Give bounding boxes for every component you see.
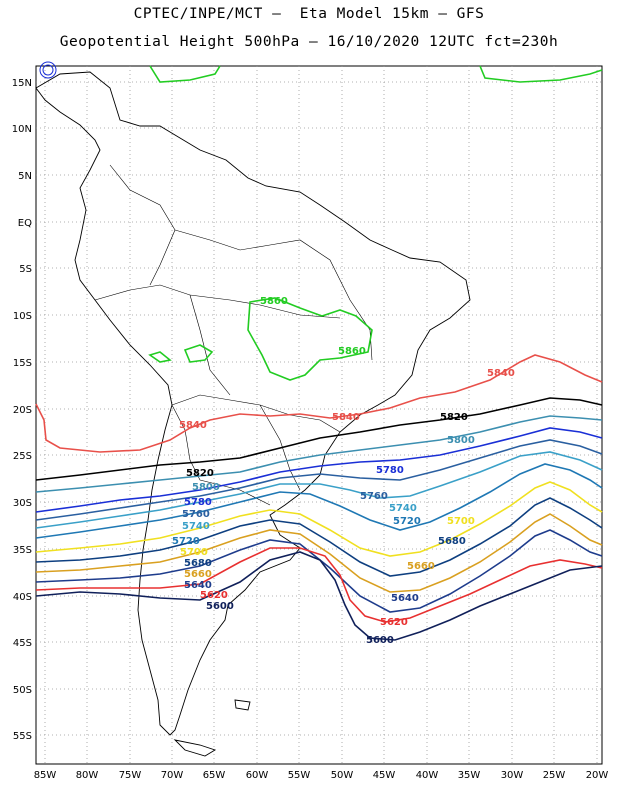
contour-label-5660: 5660 [184,569,212,580]
contour-label-5780: 5780 [184,497,212,508]
contour-label-5640: 5640 [184,580,212,591]
contour-label-5820: 5820 [186,468,214,479]
contour-5600-a [35,551,603,641]
contour-label-5680: 5680 [438,536,466,547]
contour-5860-c [149,65,221,83]
contour-label-5840: 5840 [179,420,207,431]
contour-5840-a [35,354,603,453]
lat-label: 15N [12,78,32,89]
contour-label-5780: 5780 [376,465,404,476]
contour-label-5600: 5600 [206,601,234,612]
contour-label-5760: 5760 [360,491,388,502]
lat-label: 25S [13,451,32,462]
contour-5860-e [148,351,172,363]
lon-label: 30W [501,770,524,781]
contour-label-5840: 5840 [332,412,360,423]
lon-label: 25W [543,770,566,781]
lat-label: 40S [13,592,32,603]
contour-5700-a [35,481,603,557]
contour-5780-a [35,427,603,513]
contour-label-5700: 5700 [447,516,475,527]
contour-5680-a [35,497,603,577]
contour-5860-a [247,297,373,381]
lon-label: 65W [203,770,226,781]
contour-label-5800: 5800 [447,435,475,446]
contour-5760-a [35,439,603,521]
contour-5620-a [35,547,603,623]
lat-label: 15S [13,358,32,369]
lon-label: 50W [331,770,354,781]
vortex-contours [39,61,57,79]
lat-label: 55S [13,731,32,742]
lat-label: EQ [18,218,32,229]
contour-label-5640: 5640 [391,593,419,604]
contour-label-5760: 5760 [182,509,210,520]
contour-label-5720: 5720 [393,516,421,527]
contour-label-5700: 5700 [180,547,208,558]
contour-label-5620: 5620 [380,617,408,628]
contour-5660-a [35,513,603,593]
lat-label: 30S [13,498,32,509]
lat-label: 50S [13,685,32,696]
contour-label-5800: 5800 [192,482,220,493]
contour-lines [35,65,603,641]
lon-label: 75W [119,770,142,781]
contour-5740-a [35,451,603,529]
lat-label: 10N [12,124,32,135]
coastline [35,71,471,757]
lon-label: 70W [161,770,184,781]
contour-label-5740: 5740 [182,521,210,532]
contour-5860-d [479,65,603,83]
contour-label-5860: 5860 [260,296,288,307]
contour-5860-b [183,344,214,363]
lat-label: 10S [13,311,32,322]
contour-5820-a [35,397,603,481]
lon-label: 35W [458,770,481,781]
contour-label-5720: 5720 [172,536,200,547]
contour-labels: 5860 5860 5840 5840 5840 5820 5820 5800 … [172,296,515,646]
map-frame [35,65,603,765]
lat-label: 5S [19,264,32,275]
contour-label-5820: 5820 [440,412,468,423]
contour-label-5740: 5740 [389,503,417,514]
lon-label: 40W [416,770,439,781]
contour-label-5840: 5840 [487,368,515,379]
lon-label: 55W [288,770,311,781]
lon-label: 60W [246,770,269,781]
contour-label-5620: 5620 [200,590,228,601]
lon-label: 85W [34,770,57,781]
lon-label: 80W [76,770,99,781]
lat-label: 20S [13,405,32,416]
contour-label-5680: 5680 [184,558,212,569]
contour-label-5600: 5600 [366,635,394,646]
contour-5800-a [35,415,603,493]
graticule [36,66,602,764]
lon-label: 20W [586,770,609,781]
contour-label-5860: 5860 [338,346,366,357]
map-title-line-2: Geopotential Height 500hPa – 16/10/2020 … [59,34,559,50]
contour-label-5660: 5660 [407,561,435,572]
lat-label: 45S [13,638,32,649]
contour-5720-a [35,463,603,539]
lat-label: 35S [13,545,32,556]
lat-label: 5N [18,171,32,182]
contour-5640-a [35,529,603,613]
map-title-line-1: CPTEC/INPE/MCT – Eta Model 15km – GFS [133,6,485,22]
lon-label: 45W [373,770,396,781]
